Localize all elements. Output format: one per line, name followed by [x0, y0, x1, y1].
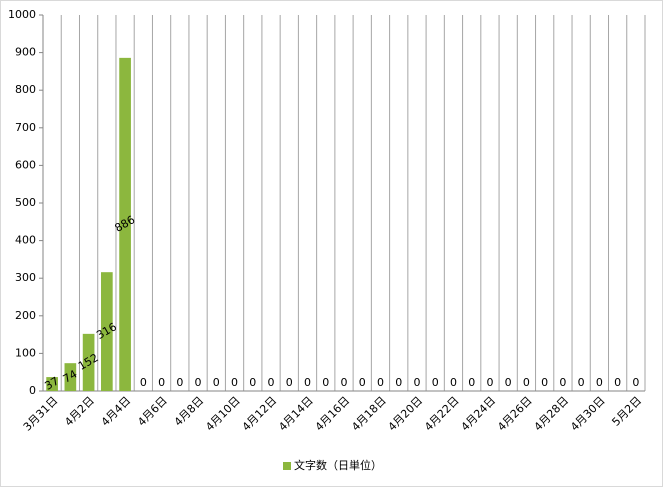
bar [82, 333, 95, 391]
data-label: 0 [632, 376, 639, 389]
data-label: 0 [395, 376, 402, 389]
data-label: 0 [231, 376, 238, 389]
bar [119, 57, 131, 391]
data-label: 37 [43, 374, 62, 392]
bar [101, 272, 113, 391]
y-tick-label: 400 [15, 234, 36, 247]
y-tick-label: 100 [15, 346, 36, 359]
data-label: 74 [61, 368, 80, 386]
data-label: 0 [286, 376, 293, 389]
data-label: 0 [413, 376, 420, 389]
data-label: 0 [486, 376, 493, 389]
data-label: 0 [359, 376, 366, 389]
data-label: 0 [322, 376, 329, 389]
data-label: 0 [596, 376, 603, 389]
data-label: 0 [158, 376, 165, 389]
y-tick-label: 800 [15, 83, 36, 96]
bar [46, 377, 58, 391]
data-label: 0 [213, 376, 220, 389]
data-label: 0 [341, 376, 348, 389]
data-label: 0 [249, 376, 256, 389]
y-tick-label: 0 [29, 384, 36, 397]
data-label: 0 [578, 376, 585, 389]
data-label: 0 [523, 376, 530, 389]
data-label: 0 [614, 376, 621, 389]
bar [64, 363, 77, 391]
data-label: 0 [432, 376, 439, 389]
data-label: 0 [559, 376, 566, 389]
y-tick-label: 600 [15, 158, 36, 171]
y-tick-label: 700 [15, 121, 36, 134]
data-label: 0 [268, 376, 275, 389]
y-tick-label: 900 [15, 46, 36, 59]
data-label: 0 [450, 376, 457, 389]
legend-label: 文字数（日単位） [294, 458, 382, 472]
data-label: 0 [176, 376, 183, 389]
y-tick-label: 200 [15, 309, 36, 322]
data-label: 0 [468, 376, 475, 389]
y-tick-label: 500 [15, 196, 36, 209]
data-label: 0 [505, 376, 512, 389]
data-label: 0 [377, 376, 384, 389]
data-label: 0 [541, 376, 548, 389]
data-label: 0 [140, 376, 147, 389]
legend-swatch [283, 462, 291, 470]
y-tick-label: 1000 [8, 8, 36, 21]
data-label: 0 [195, 376, 202, 389]
data-label: 0 [304, 376, 311, 389]
y-tick-label: 300 [15, 271, 36, 284]
